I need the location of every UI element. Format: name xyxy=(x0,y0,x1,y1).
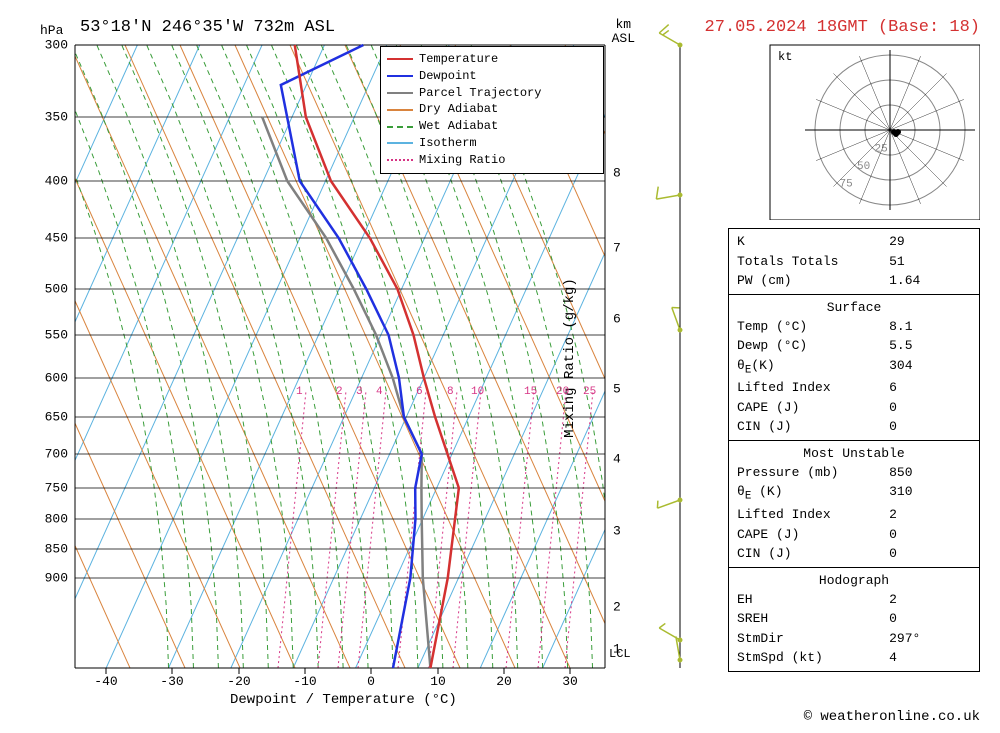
table-row: EH2 xyxy=(737,590,971,610)
table-section-header: Surface xyxy=(737,298,971,317)
table-row: θE(K)304 xyxy=(737,356,971,379)
y-left-tick: 750 xyxy=(40,481,68,496)
table-row: StmSpd (kt)4 xyxy=(737,648,971,668)
mixing-ratio-value: 10 xyxy=(471,386,484,398)
y-left-tick: 450 xyxy=(40,231,68,246)
y-left-tick: 600 xyxy=(40,371,68,386)
legend-row: Mixing Ratio xyxy=(387,152,597,169)
legend: TemperatureDewpointParcel TrajectoryDry … xyxy=(380,46,604,174)
mixing-ratio-value: 1 xyxy=(296,386,303,398)
legend-row: Temperature xyxy=(387,51,597,68)
mixing-ratio-value: 15 xyxy=(524,386,537,398)
y-right-tick: 6 xyxy=(613,312,621,327)
table-row: CIN (J)0 xyxy=(737,417,971,437)
y-axis-unit-left: hPa xyxy=(40,23,63,38)
table-row: StmDir297° xyxy=(737,629,971,649)
table-row: SREH0 xyxy=(737,609,971,629)
lcl-label: LCL xyxy=(609,647,631,661)
x-tick: -30 xyxy=(160,674,183,689)
hodograph: kt 25 50 75 xyxy=(740,40,980,220)
y-left-tick: 400 xyxy=(40,174,68,189)
svg-text:75: 75 xyxy=(840,179,853,191)
location-title: 53°18'N 246°35'W 732m ASL xyxy=(80,18,335,37)
mixing-ratio-value: 2 xyxy=(336,386,343,398)
x-tick: 0 xyxy=(367,674,375,689)
mixing-ratio-value: 25 xyxy=(583,386,596,398)
y-left-tick: 500 xyxy=(40,282,68,297)
y-left-tick: 700 xyxy=(40,447,68,462)
table-row: Lifted Index6 xyxy=(737,378,971,398)
legend-row: Dry Adiabat xyxy=(387,101,597,118)
x-tick: 30 xyxy=(562,674,578,689)
table-row: Pressure (mb)850 xyxy=(737,463,971,483)
wind-barbs xyxy=(660,0,700,700)
legend-row: Wet Adiabat xyxy=(387,118,597,135)
y-right-tick: 4 xyxy=(613,452,621,467)
mixing-ratio-axis-label: Mixing Ratio (g/kg) xyxy=(562,278,578,438)
table-row: CAPE (J)0 xyxy=(737,398,971,418)
y-left-tick: 850 xyxy=(40,542,68,557)
time-title: 27.05.2024 18GMT (Base: 18) xyxy=(705,18,980,37)
y-left-tick: 900 xyxy=(40,571,68,586)
y-left-tick: 550 xyxy=(40,328,68,343)
y-right-tick: 2 xyxy=(613,600,621,615)
y-right-tick: 5 xyxy=(613,382,621,397)
table-row: Temp (°C)8.1 xyxy=(737,317,971,337)
x-tick: 20 xyxy=(496,674,512,689)
table-row: Totals Totals51 xyxy=(737,252,971,272)
x-tick: -10 xyxy=(293,674,316,689)
y-left-tick: 650 xyxy=(40,410,68,425)
table-section-header: Most Unstable xyxy=(737,444,971,463)
table-row: PW (cm)1.64 xyxy=(737,271,971,291)
legend-row: Dewpoint xyxy=(387,68,597,85)
mixing-ratio-value: 6 xyxy=(416,386,423,398)
table-row: θE (K)310 xyxy=(737,482,971,505)
svg-text:25: 25 xyxy=(875,144,888,156)
legend-row: Isotherm xyxy=(387,135,597,152)
mixing-ratio-value: 20 xyxy=(556,386,569,398)
legend-row: Parcel Trajectory xyxy=(387,85,597,102)
table-row: CAPE (J)0 xyxy=(737,525,971,545)
mixing-ratio-value: 3 xyxy=(356,386,363,398)
y-right-tick: 8 xyxy=(613,166,621,181)
svg-text:kt: kt xyxy=(778,50,792,64)
x-tick: -20 xyxy=(227,674,250,689)
table-row: K29 xyxy=(737,232,971,252)
indices-table: K29Totals Totals51PW (cm)1.64 SurfaceTemp… xyxy=(728,228,980,672)
mixing-ratio-value: 4 xyxy=(376,386,383,398)
y-left-tick: 800 xyxy=(40,512,68,527)
table-row: Lifted Index2 xyxy=(737,505,971,525)
y-right-tick: 7 xyxy=(613,241,621,256)
mixing-ratio-value: 8 xyxy=(447,386,454,398)
svg-text:50: 50 xyxy=(857,161,870,173)
copyright: © weatheronline.co.uk xyxy=(804,709,980,725)
table-row: Dewp (°C)5.5 xyxy=(737,336,971,356)
x-axis-title: Dewpoint / Temperature (°C) xyxy=(230,692,457,708)
x-tick: 10 xyxy=(430,674,446,689)
table-row: CIN (J)0 xyxy=(737,544,971,564)
y-left-tick: 350 xyxy=(40,110,68,125)
y-axis-unit-right: kmASL xyxy=(612,18,635,47)
page-container: 53°18'N 246°35'W 732m ASL 27.05.2024 18G… xyxy=(0,0,1000,733)
y-left-tick: 300 xyxy=(40,38,68,53)
x-tick: -40 xyxy=(94,674,117,689)
y-right-tick: 3 xyxy=(613,524,621,539)
table-section-header: Hodograph xyxy=(737,571,971,590)
